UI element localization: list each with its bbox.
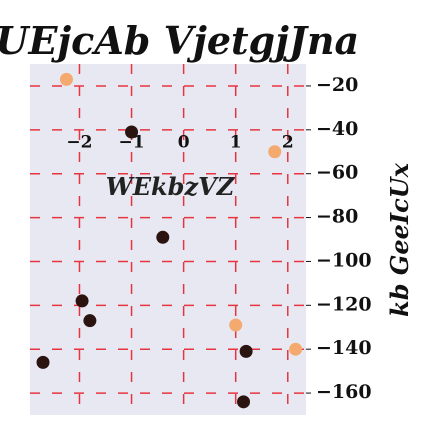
x-tick-label: 1 [230, 132, 242, 152]
scatter-point [36, 355, 50, 369]
scatter-point [75, 294, 89, 308]
grid [30, 64, 306, 415]
scatter-point [239, 344, 253, 358]
scatter-point [83, 314, 97, 328]
x-tick-label: −1 [119, 132, 145, 152]
y-tick-label: −100 [316, 249, 372, 271]
x-axis-label: WEkbzVZ [106, 172, 236, 201]
scatter-point [59, 72, 73, 86]
y-tick-label: −40 [316, 118, 358, 140]
scatter-point [237, 395, 251, 409]
y-tick-label: −160 [316, 381, 372, 403]
scatter-point [268, 145, 282, 159]
y-tick-label: −60 [316, 162, 358, 184]
y-axis-label: kb GeeIcUx [385, 162, 414, 317]
scatter-point [289, 342, 303, 356]
y-tick-labels: −20 −40 −60 −80 −100 −120 −140 −160 [306, 74, 372, 403]
y-tick-label: −20 [316, 74, 358, 96]
chart-title: lUEjcAb VjetgjJna [0, 18, 359, 63]
scatter-point [156, 230, 170, 244]
scatter-point [125, 125, 139, 139]
y-tick-label: −120 [316, 293, 372, 315]
x-tick-label: 2 [282, 132, 294, 152]
y-tick-label: −80 [316, 206, 358, 228]
x-tick-label: −2 [66, 132, 92, 152]
scatter-point [229, 318, 243, 332]
x-tick-label: 0 [178, 132, 190, 152]
x-tick-labels: −2 −1 0 1 2 [66, 132, 293, 152]
data-points [36, 72, 303, 409]
y-tick-label: −140 [316, 337, 372, 359]
